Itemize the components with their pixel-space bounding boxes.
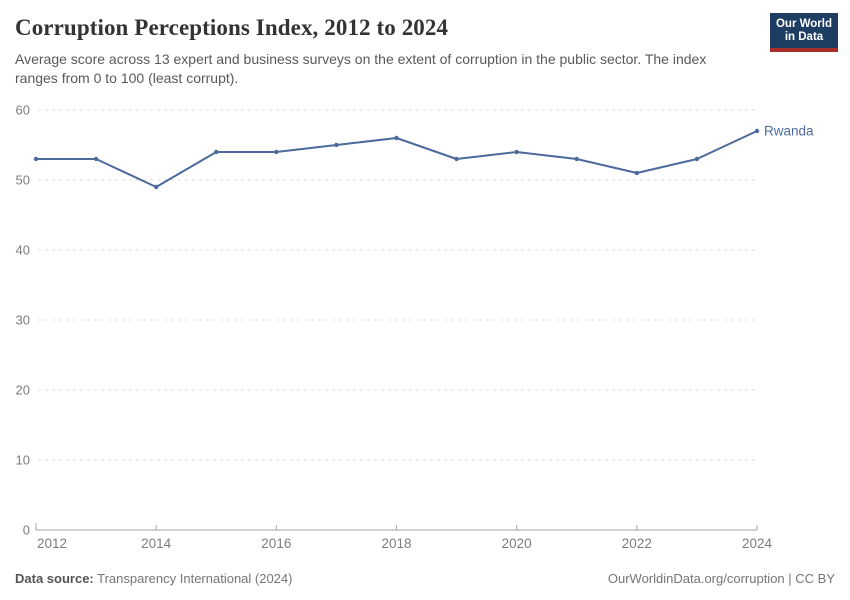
y-tick-label: 50 [16, 173, 30, 188]
x-tick-label: 2022 [622, 536, 652, 551]
data-point[interactable] [754, 128, 760, 134]
y-tick-label: 10 [16, 453, 30, 468]
owid-logo-line1: Our World [775, 18, 832, 30]
data-point[interactable] [574, 156, 579, 162]
owid-logo-accent [770, 48, 838, 53]
data-point[interactable] [694, 156, 700, 162]
entity-label[interactable]: Rwanda [764, 124, 814, 139]
x-tick-label: 2020 [502, 536, 532, 551]
y-tick-label: 30 [16, 313, 30, 328]
data-point[interactable] [394, 135, 399, 141]
credit-link[interactable]: OurWorldinData.org/corruption | CC BY [607, 571, 835, 586]
x-tick-label: 2014 [141, 536, 172, 551]
data-point[interactable] [274, 149, 279, 155]
line-chart-canvas[interactable]: 0 10 20 30 40 50 60 2012 2014 2016 2018 2020 2022 202… [0, 100, 850, 560]
y-tick-label: 20 [16, 383, 30, 398]
y-tick-label: 0 [23, 523, 30, 538]
owid-logo[interactable]: Our World in Data [770, 13, 838, 53]
owid-logo-box: Our World in Data [770, 13, 838, 49]
data-point[interactable] [93, 156, 99, 162]
x-tick-label: 2016 [261, 536, 291, 551]
data-point[interactable] [214, 149, 219, 155]
x-tick-label: 2012 [37, 536, 67, 551]
data-point[interactable] [33, 156, 39, 162]
chart-subtitle: Average score across 13 expert and busin… [15, 50, 707, 86]
chart-footer: Data source: Transparency International … [15, 571, 835, 586]
data-point[interactable] [634, 170, 640, 176]
x-tick-label: 2024 [742, 536, 773, 551]
data-source: Data source: Transparency International … [15, 571, 292, 586]
chart-title: Corruption Perceptions Index, 2012 to 20… [15, 15, 449, 40]
x-tick-label: 2018 [381, 536, 411, 551]
chart-header: Corruption Perceptions Index, 2012 to 20… [15, 14, 750, 88]
data-point[interactable] [514, 149, 519, 155]
y-tick-label: 60 [16, 103, 30, 118]
data-point[interactable] [454, 156, 459, 162]
data-point[interactable] [153, 184, 159, 190]
data-source-value: Transparency International (2024) [93, 571, 293, 586]
data-source-label: Data source: [15, 571, 94, 586]
data-point[interactable] [334, 142, 339, 148]
owid-logo-line2: in Data [784, 31, 824, 44]
y-tick-label: 40 [16, 243, 30, 258]
